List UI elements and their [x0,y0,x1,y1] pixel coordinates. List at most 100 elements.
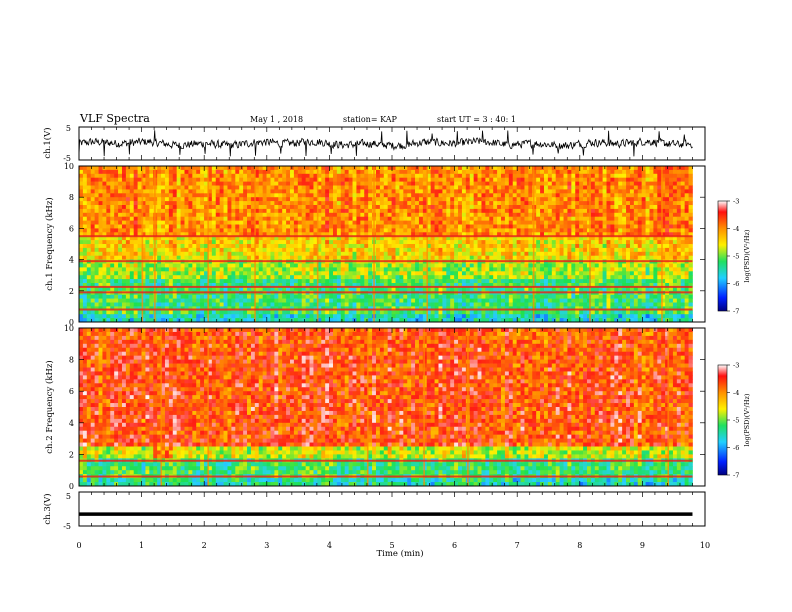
spectrogram-cell [223,286,228,292]
spectrogram-cell [473,185,478,190]
spectrogram-cell [543,185,549,190]
spectrogram-cell [528,275,533,280]
spectrogram-cell [293,279,299,284]
spectrogram-cell [114,193,119,198]
spectrogram-cell [454,263,459,268]
spectrogram-cell [379,216,385,221]
spectrogram-cell [415,240,420,245]
spectrogram-cell [188,212,193,218]
spectrogram-cell [536,286,541,292]
spectrogram-cell [391,193,396,198]
spectrogram-cell [164,267,170,272]
spectrogram-cell [200,318,205,323]
spectrogram-cell [332,177,338,182]
spectrogram-cell [110,228,115,233]
spectrogram-cell [305,166,310,171]
spectrogram-cell [340,169,346,175]
spectrogram-cell [180,267,185,272]
spectrogram-cell [262,193,267,198]
spectrogram-cell [231,271,236,276]
spectrogram-cell [274,244,279,249]
spectrogram-cell [415,294,420,299]
spectrogram-cell [211,205,217,210]
spectrogram-cell [329,193,334,198]
spectrogram-cell [348,283,353,288]
spectrogram-cell [243,298,248,303]
spectrogram-cell [422,177,428,182]
spectrogram-cell [282,181,287,186]
spectrogram-cell [501,267,506,272]
spectrogram-cell [149,271,154,276]
spectrogram-cell [379,255,385,260]
spectrogram-cell [184,267,189,272]
spectrogram-cell [516,201,521,206]
spectrogram-cell [364,177,369,182]
spectrogram-cell [94,255,99,260]
spectrogram-cell [403,212,408,218]
spectrogram-cell [235,197,240,202]
spectrogram-cell [164,302,170,307]
spectrogram-cell [86,244,92,249]
spectrogram-cell [461,193,467,198]
spectrogram-cell [207,197,213,202]
spectrogram-cell [473,302,478,307]
spectrogram-cell [192,173,197,179]
spectrogram-cell [407,181,412,186]
spectrogram-cell [90,193,95,198]
spectrogram-cell [364,189,369,194]
spectrogram-cell [442,193,447,198]
spectrogram-cell [293,283,299,288]
spectrogram-cell [395,236,400,241]
spectrogram-cell [227,279,232,284]
spectrogram-cell [118,181,123,186]
spectrogram-cell [86,197,92,202]
spectrogram-cell [411,298,416,303]
spectrogram-cell [313,267,318,272]
spectrogram-cell [227,294,232,299]
spectrogram-cell [501,181,506,186]
spectrogram-cell [391,232,396,237]
spectrogram-cell [223,244,228,249]
spectrogram-cell [454,247,459,253]
spectrogram-cell [172,166,178,171]
spectrogram-cell [168,212,174,218]
spectrogram-cell [469,212,475,218]
spectrogram-cell [149,298,154,303]
spectrogram-cell [161,177,166,182]
spectrogram-cell [375,169,381,175]
spectrogram-cell [274,220,279,225]
spectrogram-cell [282,283,287,288]
spectrogram-cell [411,212,416,218]
spectrogram-cell [207,247,213,253]
spectrogram-cell [465,240,471,245]
spectrogram-cell [172,220,178,225]
spectrogram-cell [403,228,408,233]
spectrogram-cell [547,302,553,307]
spectrogram-cell [180,244,185,249]
spectrogram-cell [543,224,549,229]
spectrogram-cell [309,205,314,210]
spectrogram-cell [446,212,451,218]
spectrogram-cell [422,279,428,284]
spectrogram-cell [305,310,310,315]
spectrogram-cell [317,247,322,253]
spectrogram-cell [465,298,471,303]
spectrogram-cell [465,263,471,268]
spectrogram-cell [497,244,502,249]
spectrogram-cell [90,236,95,241]
spectrogram-cell [121,267,127,272]
spectrogram-cell [149,251,154,257]
spectrogram-cell [231,185,236,190]
spectrogram-cell [446,294,451,299]
spectrogram-cell [501,201,506,206]
spectrogram-cell [411,286,416,292]
spectrogram-cell [415,212,420,218]
spectrogram-cell [149,201,154,206]
spectrogram-cell [481,185,486,190]
spectrogram-cell [266,271,271,276]
spectrogram-cell [211,310,217,315]
spectrogram-cell [188,294,193,299]
spectrogram-cell [364,224,369,229]
spectrogram-cell [161,279,166,284]
spectrogram-cell [493,201,498,206]
